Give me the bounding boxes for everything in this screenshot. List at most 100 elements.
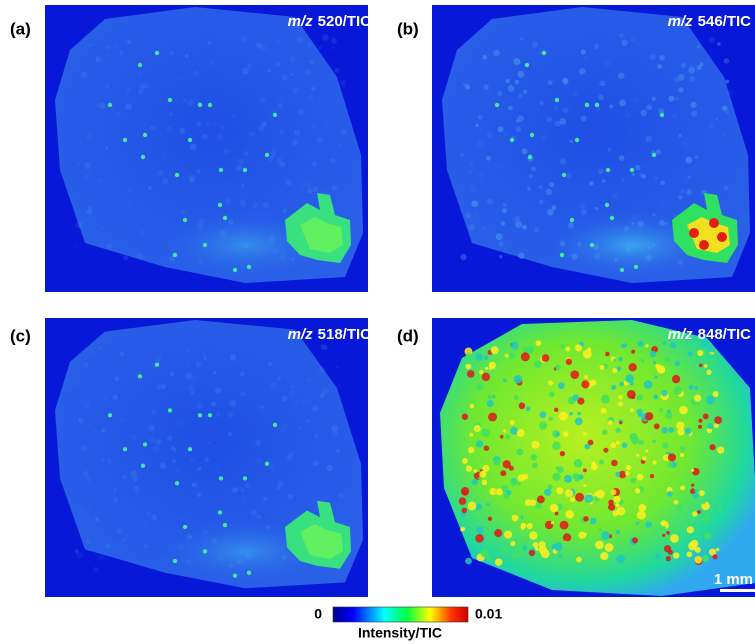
speckle <box>534 360 542 368</box>
speckle <box>611 489 617 495</box>
speckle <box>152 514 158 520</box>
speckle <box>242 496 247 501</box>
speckle <box>474 425 481 432</box>
speckle <box>688 67 695 74</box>
speckle <box>304 157 307 160</box>
speckle <box>570 140 573 143</box>
speckle <box>555 365 561 371</box>
spot <box>233 268 237 272</box>
speckle <box>590 380 596 386</box>
speckle <box>461 487 470 496</box>
speckle <box>128 387 131 390</box>
speckle <box>468 447 474 453</box>
speckle <box>499 241 504 246</box>
speckle <box>487 394 492 399</box>
speckle <box>629 433 637 441</box>
speckle <box>629 131 633 135</box>
speckle <box>283 423 288 428</box>
tissue <box>440 320 755 596</box>
speckle <box>621 40 628 47</box>
speckle <box>167 436 173 441</box>
speckle <box>75 383 78 386</box>
speckle <box>676 504 682 510</box>
spot <box>175 481 179 485</box>
speckle <box>185 54 189 58</box>
speckle <box>475 534 484 543</box>
image-panel: m/z848/TIC1 mm <box>432 318 755 597</box>
speckle <box>496 233 503 240</box>
speckle <box>125 103 132 110</box>
speckle <box>557 466 564 473</box>
tissue <box>55 320 363 588</box>
speckle <box>262 98 267 103</box>
speckle <box>188 175 195 182</box>
speckle <box>583 350 592 359</box>
speckle <box>115 439 120 444</box>
speckle <box>554 408 558 412</box>
speckle <box>676 421 684 429</box>
speckle <box>225 181 232 188</box>
speckle <box>643 80 646 83</box>
speckle <box>637 474 644 481</box>
speckle <box>613 496 620 503</box>
speckle <box>227 70 231 74</box>
speckle <box>486 503 489 506</box>
speckle <box>649 53 656 60</box>
speckle <box>650 474 654 478</box>
speckle <box>697 45 701 49</box>
speckle <box>618 357 623 362</box>
spot <box>223 216 227 220</box>
speckle <box>306 376 312 382</box>
speckle <box>641 358 645 362</box>
speckle <box>332 430 338 436</box>
speckle <box>645 449 648 452</box>
speckle <box>256 459 262 464</box>
speckle <box>105 483 109 486</box>
hot-peak <box>717 232 727 242</box>
speckle <box>578 474 583 479</box>
speckle <box>216 412 220 416</box>
speckle <box>515 221 522 228</box>
speckle <box>480 173 484 177</box>
speckle <box>612 193 618 199</box>
scale-bar <box>720 589 755 592</box>
speckle <box>583 432 587 436</box>
spot <box>198 413 202 417</box>
speckle <box>179 78 182 81</box>
speckle <box>210 444 214 448</box>
speckle <box>540 411 547 418</box>
speckle <box>655 553 660 558</box>
speckle <box>619 33 624 38</box>
speckle <box>255 471 260 475</box>
speckle <box>467 370 475 378</box>
speckle <box>642 456 646 460</box>
speckle <box>584 56 587 59</box>
spot <box>223 523 227 527</box>
speckle <box>612 368 617 373</box>
speckle <box>492 395 495 398</box>
speckle <box>203 357 207 361</box>
speckle <box>260 405 264 409</box>
spot <box>530 133 534 137</box>
speckle <box>581 49 586 54</box>
speckle <box>107 190 114 197</box>
speckle <box>487 556 492 561</box>
speckle <box>255 165 262 172</box>
speckle <box>555 198 560 203</box>
speckle <box>317 137 323 143</box>
speckle <box>652 440 656 444</box>
speckle <box>245 483 250 488</box>
speckle <box>544 489 551 496</box>
speckle <box>722 105 728 111</box>
speckle <box>306 419 310 423</box>
speckle <box>706 395 715 404</box>
speckle <box>632 537 638 543</box>
speckle <box>313 462 317 466</box>
speckle <box>95 103 100 108</box>
speckle <box>183 178 186 181</box>
speckle <box>268 159 272 163</box>
speckle <box>206 122 210 126</box>
speckle <box>469 162 474 167</box>
speckle <box>680 446 685 451</box>
image-panel: m/z546/TIC <box>432 5 755 292</box>
